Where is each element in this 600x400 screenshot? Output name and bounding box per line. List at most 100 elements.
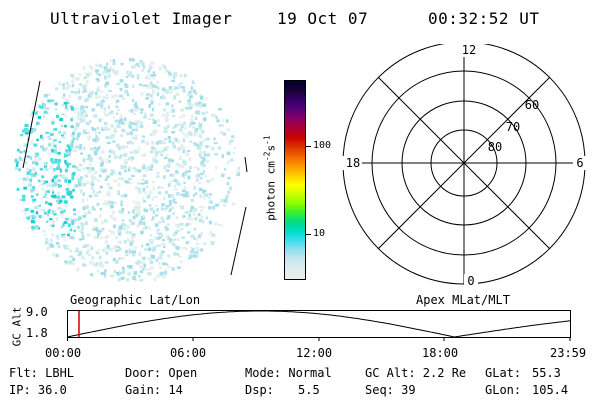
uv-dot [162,141,166,145]
uv-dot [69,260,73,265]
uv-dot [152,216,155,220]
uv-dot [127,123,130,128]
uv-dot [134,120,138,124]
uv-dot [124,180,129,184]
uv-dot [142,116,147,119]
uv-dot [141,178,144,181]
uv-dot [105,158,109,162]
uv-dot [98,64,103,67]
uv-dot [182,176,186,179]
uv-dot [160,207,163,211]
uv-dot [106,244,109,249]
uv-dot [106,191,111,196]
uv-dot [85,205,89,210]
uv-dot [194,208,197,212]
uv-dot [46,111,49,114]
uv-dot [143,65,146,69]
uv-dot [67,151,71,155]
uv-dot [113,130,117,133]
uv-dot [82,66,86,70]
uv-dot [105,77,109,80]
uv-dot [196,110,201,114]
uv-dot [202,103,207,107]
uv-dot [121,208,124,212]
uv-dot [180,228,184,231]
uv-dot [82,198,85,203]
uv-dot [140,230,144,235]
uv-dot [133,65,136,70]
uv-dot [226,151,231,156]
uv-dot [158,66,162,71]
uv-dot [96,79,100,83]
uv-dot [199,194,202,198]
uv-dot [143,268,148,271]
uv-dot [139,60,144,64]
uv-dot [214,152,218,156]
uv-dot [19,157,23,161]
uv-dot [194,102,199,106]
uv-dot [171,173,176,177]
uv-dot [130,108,134,113]
uv-dot [71,173,75,177]
plot-ylabel: GC Alt [10,306,24,347]
uv-dot [199,176,203,180]
uv-dot [43,94,48,98]
altitude-plot [67,310,571,341]
uv-dot [19,151,23,154]
uv-dot [144,225,148,230]
uv-dot [120,257,125,260]
uv-dot [112,217,117,221]
uv-dot [33,188,36,192]
uv-dot [87,94,90,98]
uv-dot [96,192,99,196]
uv-dot [95,71,99,75]
uv-dot [43,103,47,107]
uv-dot [96,269,99,273]
uv-dot [89,156,93,161]
uv-dot [163,271,167,274]
uv-dot [171,131,176,134]
uv-dot [173,201,177,204]
uv-dot [232,135,236,139]
uv-dot [198,187,203,192]
uv-dot [192,208,195,213]
uv-dot [100,162,104,166]
uv-dot [95,78,100,81]
uv-dot [66,163,69,168]
uv-dot [111,95,115,99]
uv-dot [134,123,138,126]
tick-100-mark [306,146,311,147]
uv-dot [76,137,79,141]
uv-dot [68,179,72,184]
uv-dot [110,124,114,128]
uv-dot [187,217,191,221]
uv-dot [103,66,108,69]
uv-dot [190,246,193,250]
uv-dot [200,163,204,166]
uv-dot [139,83,142,86]
uv-dot [69,190,73,195]
info-glat-label: GLat: [485,366,522,380]
uv-dot [95,113,98,117]
uv-dot [237,167,240,170]
uv-dot [83,160,86,165]
uv-dot [78,143,82,147]
uv-dot [57,197,62,201]
uv-dot [141,153,145,157]
uv-dot [94,177,98,181]
uv-dot [165,227,169,231]
uv-dot [129,57,132,62]
uv-dot [235,172,238,175]
uv-dot [123,227,127,230]
uv-dot [57,184,61,188]
uv-dot [163,138,168,141]
uv-dot [139,108,144,111]
uv-dot [142,260,145,264]
uv-dot [198,182,202,185]
uv-dot [131,253,136,257]
uv-dot [29,214,33,219]
uv-dot [67,183,71,187]
uv-dot [141,267,144,270]
uv-dot [233,147,236,150]
uv-dot [200,161,204,164]
